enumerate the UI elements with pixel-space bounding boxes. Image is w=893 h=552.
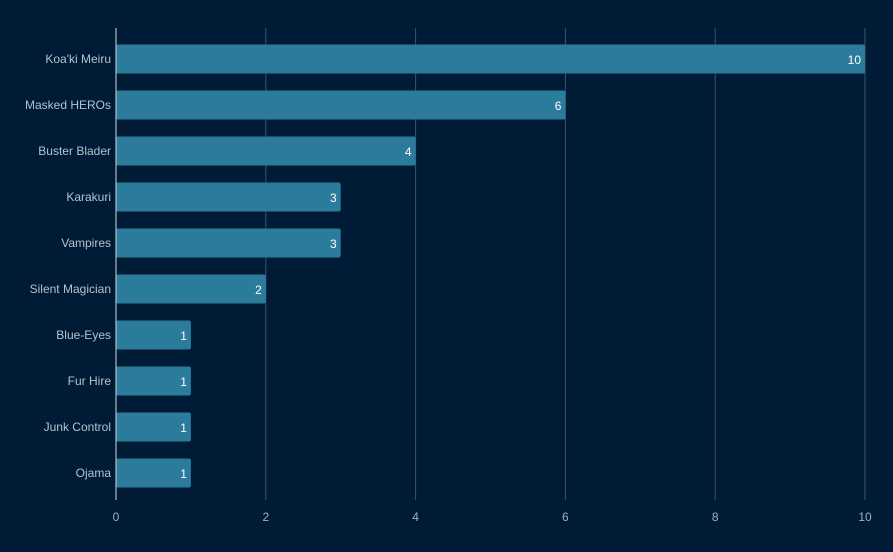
x-tick-label: 0 bbox=[113, 510, 120, 524]
bar bbox=[116, 320, 191, 350]
bar bbox=[116, 274, 266, 304]
data-label: 3 bbox=[330, 237, 337, 251]
bar bbox=[116, 182, 341, 212]
category-label: Karakuri bbox=[66, 190, 111, 204]
data-label: 2 bbox=[255, 283, 262, 297]
category-label: Blue-Eyes bbox=[56, 328, 111, 342]
category-label: Silent Magician bbox=[30, 282, 111, 296]
data-label: 3 bbox=[330, 191, 337, 205]
bar bbox=[116, 44, 865, 74]
x-tick-label: 4 bbox=[412, 510, 419, 524]
bar bbox=[116, 136, 416, 166]
x-tick-label: 10 bbox=[858, 510, 872, 524]
bar bbox=[116, 90, 566, 120]
x-tick-label: 2 bbox=[262, 510, 269, 524]
category-label: Junk Control bbox=[44, 420, 111, 434]
bars bbox=[116, 44, 865, 488]
data-label: 1 bbox=[180, 375, 187, 389]
category-label: Buster Blader bbox=[38, 144, 111, 158]
labels: 0 2 4 6 8 10 Koa'ki Meiru 10 Masked HEROs 6 Buster… bbox=[25, 52, 872, 524]
data-label: 4 bbox=[405, 145, 412, 159]
category-label: Fur Hire bbox=[68, 374, 112, 388]
category-label: Koa'ki Meiru bbox=[45, 52, 111, 66]
x-tick-label: 6 bbox=[562, 510, 569, 524]
data-label: 6 bbox=[555, 99, 562, 113]
bar bbox=[116, 228, 341, 258]
data-label: 1 bbox=[180, 467, 187, 481]
bar bbox=[116, 412, 191, 442]
category-label: Ojama bbox=[76, 466, 112, 480]
category-label: Vampires bbox=[61, 236, 111, 250]
data-label: 10 bbox=[848, 53, 862, 67]
category-label: Masked HEROs bbox=[25, 98, 111, 112]
data-label: 1 bbox=[180, 329, 187, 343]
bar bbox=[116, 458, 191, 488]
data-label: 1 bbox=[180, 421, 187, 435]
x-tick-label: 8 bbox=[712, 510, 719, 524]
bar bbox=[116, 366, 191, 396]
